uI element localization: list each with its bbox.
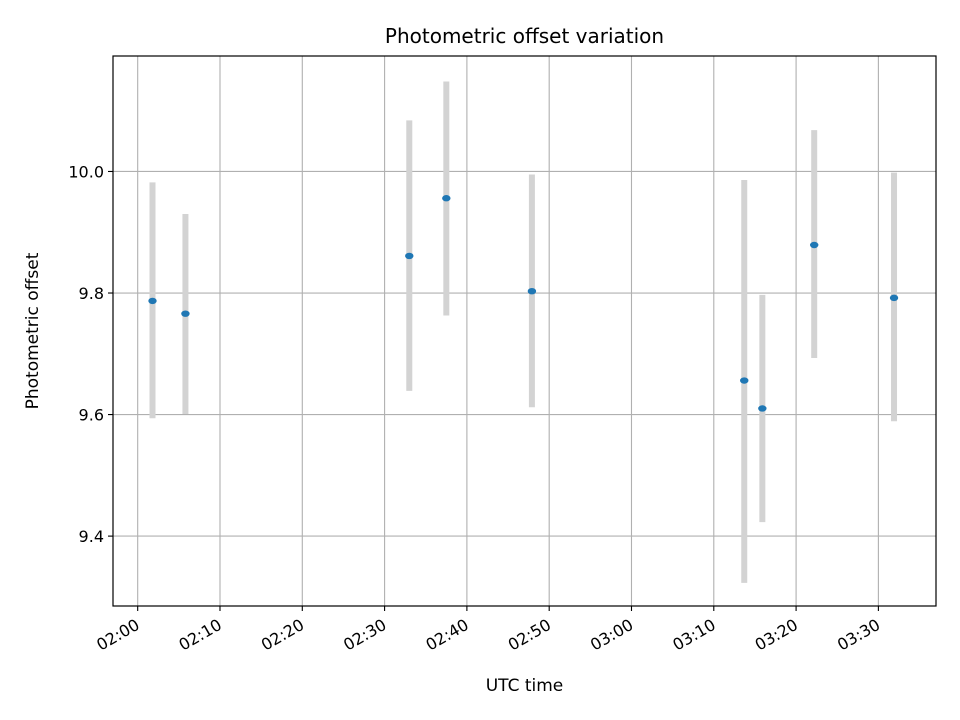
data-point [442, 195, 451, 202]
x-axis-label: UTC time [486, 676, 564, 696]
y-axis-ticks: 9.4 9.6 9.8 10.0 [68, 162, 113, 546]
y-tick-label: 9.8 [79, 284, 104, 303]
data-points [148, 195, 899, 412]
data-point [527, 287, 537, 295]
chart-title: Photometric offset variation [385, 24, 664, 48]
y-tick-label: 9.4 [79, 527, 104, 546]
data-point [148, 297, 157, 305]
data-point [405, 252, 414, 260]
grid [113, 56, 936, 606]
y-axis-label: Photometric offset [23, 252, 43, 409]
data-point [809, 241, 819, 249]
plot-frame [112, 55, 937, 607]
data-point [889, 294, 899, 302]
data-point [758, 405, 767, 412]
data-point [740, 377, 749, 384]
data-point [181, 310, 190, 317]
y-tick-label: 10.0 [68, 162, 104, 181]
y-tick-label: 9.6 [79, 406, 104, 425]
